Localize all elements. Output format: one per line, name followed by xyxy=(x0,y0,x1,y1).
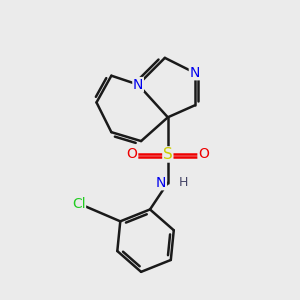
Text: N: N xyxy=(189,66,200,80)
Text: N: N xyxy=(156,176,166,190)
Text: N: N xyxy=(133,78,143,92)
Text: O: O xyxy=(127,148,138,161)
Text: S: S xyxy=(163,147,173,162)
Text: Cl: Cl xyxy=(72,196,86,211)
Text: H: H xyxy=(179,176,188,189)
Text: O: O xyxy=(198,148,209,161)
